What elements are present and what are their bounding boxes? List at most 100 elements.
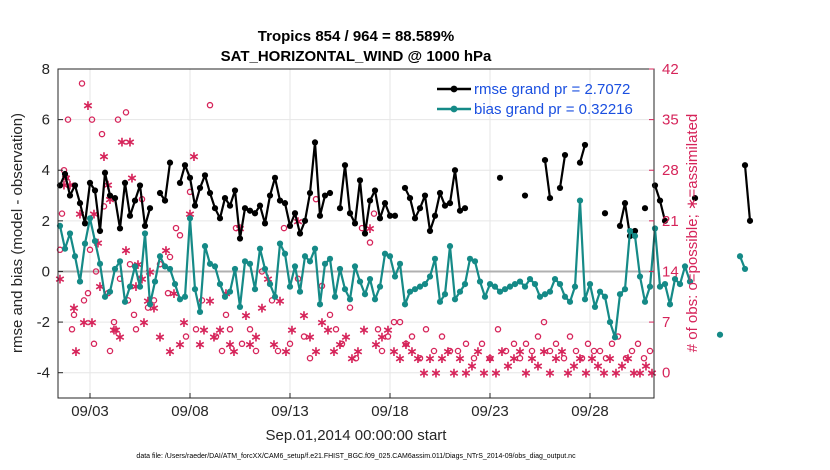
bias-point [296,288,304,295]
rmse-point [371,187,379,194]
obs-assimilated-point: ∗ [148,301,160,317]
rmse-point [261,220,269,227]
obs-assimilated-point: ∗ [286,322,298,338]
obs-assimilated-point: ∗ [274,293,286,309]
bias-point [66,230,74,237]
bias-point [326,255,334,262]
bias-point [316,301,324,308]
obs-assimilated-point: ∗ [604,351,616,367]
bias-point [76,278,84,285]
bias-point [666,301,674,308]
bias-point [421,281,429,288]
bias-point [456,288,464,295]
rmse-point [601,210,609,217]
obs-possible-point [416,354,424,362]
bias-point [571,283,579,290]
rmse-point [651,182,659,189]
rmse-point [451,167,459,174]
bias-point [111,265,119,273]
obs-assimilated-point: ∗ [622,351,634,367]
obs-assimilated-point: ∗ [184,207,196,223]
y-tick-label: 0 [42,263,50,280]
bias-point [656,283,664,290]
rmse-point [86,179,94,186]
legend-bias-marker [450,105,458,113]
obs-possible-point [274,347,282,355]
legend: rmse grand pr = 2.7072 bias grand pr = 0… [437,81,633,118]
obs-possible-point [396,318,404,326]
obs-possible-point [494,326,502,333]
rmse-point [411,215,419,222]
obs-possible-point [132,326,140,333]
bias-point [436,298,444,305]
bias-point [741,265,749,273]
bias-point [511,281,519,288]
obs-possible-point [98,130,106,138]
obs-assimilated-point: ∗ [628,366,640,382]
bias-point [211,263,219,270]
obs-possible-point [86,246,94,254]
rmse-point [211,205,219,212]
obs-possible-point [280,224,288,232]
obs-assimilated-point: ∗ [138,315,150,331]
obs-possible-point [366,239,374,246]
rmse-point [251,210,259,217]
obs-assimilated-point: ∗ [142,293,154,309]
chart-subtitle: SAT_HORIZONTAL_WIND @ 1000 hPa [221,48,492,65]
obs-possible-point [84,289,92,297]
bias-point [371,296,379,303]
rmse-point [431,212,439,219]
bias-point [481,293,489,300]
rmse-point [691,194,699,202]
y-right-tick-label: 21 [662,213,679,230]
obs-possible-point [338,340,346,348]
bias-point [236,303,244,310]
bias-point [496,288,504,295]
bias-point [406,288,414,295]
obs-assimilated-point: ∗ [92,236,104,252]
rmse-point [556,184,564,192]
rmse-point [76,200,84,207]
obs-assimilated-point: ∗ [610,366,622,382]
obs-possible-point [206,101,214,109]
rmse-point [226,202,234,209]
rmse-point [271,174,279,181]
obs-assimilated-point: ∗ [228,344,240,360]
obs-assimilated-point: ∗ [178,315,190,331]
y-right-tick-label: 35 [662,112,679,129]
rmse-point [406,194,414,202]
rmse-point [656,197,664,204]
obs-assimilated-point: ∗ [108,322,120,338]
obs-assimilated-point: ∗ [94,279,106,295]
obs-possible-point [122,109,130,116]
obs-assimilated-point: ∗ [154,330,166,346]
legend-rmse-marker [450,85,458,93]
bias-point [606,318,614,326]
rmse-point [456,207,464,214]
obs-possible-point [172,224,180,232]
rmse-point [436,189,444,197]
obs-possible-point [130,311,138,319]
rmse-point [286,222,294,230]
rmse-point [321,192,329,199]
rmse-point [191,202,199,209]
obs-assimilated-point: ∗ [526,351,538,367]
bias-point [86,215,94,222]
bias-point [291,263,299,270]
obs-assimilated-point: ∗ [358,322,370,338]
rmse-point [661,217,669,224]
obs-assimilated-point: ∗ [58,178,70,194]
obs-assimilated-point: ∗ [88,207,100,223]
bias-point [616,291,624,298]
obs-possible-point [114,116,122,123]
obs-assimilated-point: ∗ [586,351,598,367]
bias-point [386,253,394,260]
obs-possible-point [584,340,592,348]
bias-point [91,237,99,245]
obs-possible-point [352,354,360,362]
bias-point [671,275,679,283]
obs-possible-point [602,354,610,362]
obs-assimilated-point: ∗ [496,344,508,360]
obs-assimilated-point: ∗ [124,134,136,150]
rmse-point [281,200,289,207]
